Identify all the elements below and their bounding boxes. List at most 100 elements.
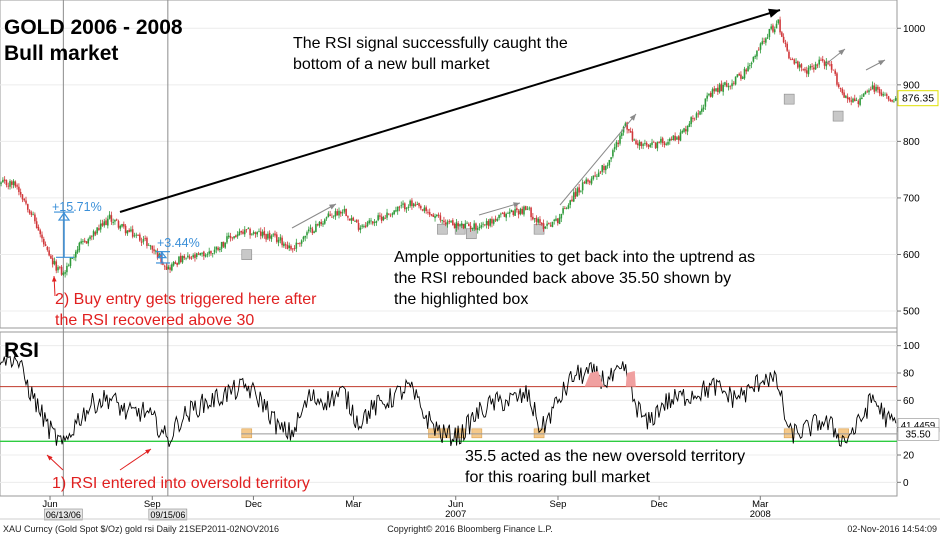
price-candle-body — [119, 225, 122, 229]
price-y-axis: 500 600 700 800 900 1000 — [897, 24, 926, 318]
price-candle-body — [62, 272, 65, 275]
price-candle-body — [795, 61, 797, 63]
price-candle-body — [676, 137, 678, 140]
price-candle-body — [261, 232, 264, 237]
price-y-tick-label: 500 — [903, 307, 920, 318]
price-candle-body — [601, 165, 604, 172]
price-candle-body — [137, 235, 139, 236]
price-candle-body — [418, 203, 420, 207]
price-candle-body — [242, 231, 244, 234]
price-candle-body — [725, 83, 728, 87]
price-candle-body — [238, 231, 241, 236]
new-oversold-note-line-2: for this roaring bull market — [465, 469, 651, 486]
price-candle-body — [549, 225, 552, 227]
price-candle-body — [773, 29, 776, 33]
price-candle-body — [195, 253, 198, 257]
top-note-line-2: bottom of a new bull market — [293, 56, 490, 73]
price-candle-body — [512, 210, 515, 216]
price-candle-body — [249, 228, 251, 236]
price-candle-body — [556, 218, 559, 224]
price-candle-body — [155, 250, 157, 252]
price-highlight-box — [832, 110, 844, 122]
price-candle-body — [75, 251, 77, 258]
price-candle-body — [135, 234, 138, 236]
price-candle-body — [350, 218, 353, 221]
price-candle-body — [457, 223, 459, 227]
price-candle-body — [540, 222, 543, 225]
price-candle-body — [30, 212, 33, 215]
price-candle-body — [612, 150, 614, 157]
annotation-shapes — [46, 8, 886, 471]
price-candle-body — [386, 212, 388, 218]
price-candle-body — [441, 220, 443, 221]
trend-arrow-head — [629, 114, 636, 121]
price-candle-body — [530, 207, 532, 218]
buy-note-line-1: 2) Buy entry gets triggered here after — [55, 291, 317, 308]
price-candle-body — [604, 165, 607, 171]
price-candle-body — [830, 63, 833, 70]
price-candle-body — [279, 237, 282, 241]
price-candle-body — [370, 220, 372, 222]
price-candle-body — [688, 123, 691, 127]
price-candle-body — [859, 98, 861, 105]
rsi-y-axis: 020406080100 — [897, 341, 920, 489]
price-candle-body — [396, 206, 399, 212]
price-candle-body — [528, 207, 531, 209]
gain-label-2: +3.44% — [157, 236, 200, 250]
price-candle-body — [423, 207, 426, 212]
price-candle-body — [581, 182, 584, 191]
price-candle-body — [384, 217, 387, 219]
price-candle-body — [167, 266, 170, 270]
price-candle-body — [140, 241, 143, 243]
footer-center: Copyright© 2016 Bloomberg Finance L.P. — [387, 524, 553, 534]
price-candle-body — [436, 214, 438, 217]
price-candle-body — [743, 68, 746, 79]
price-candle-body — [823, 61, 826, 66]
price-highlight-box — [465, 228, 477, 240]
uptrend-note-line-1: Ample opportunities to get back into the… — [394, 249, 755, 266]
price-candle-body — [462, 224, 465, 229]
price-candle-body — [192, 255, 194, 258]
price-candle-body — [514, 209, 516, 216]
price-candle-body — [235, 235, 237, 238]
price-candle-body — [580, 191, 582, 193]
price-candle-body — [361, 225, 363, 227]
price-candle-body — [535, 217, 538, 222]
price-candle-body — [121, 224, 123, 227]
price-candle-body — [304, 235, 307, 238]
price-y-tick-label: 900 — [903, 80, 920, 91]
price-candle-body — [28, 210, 31, 214]
price-candle-body — [149, 245, 152, 247]
price-candle-body — [389, 215, 392, 217]
price-candle-body — [501, 213, 504, 215]
price-candle-body — [756, 50, 758, 57]
price-candle-body — [245, 229, 248, 230]
price-candle-body — [338, 210, 340, 216]
price-candle-body — [425, 207, 427, 211]
price-candle-body — [459, 225, 461, 227]
date-box — [44, 508, 83, 521]
oversold-note: 1) RSI entered into oversold territory — [52, 475, 310, 492]
price-candle-body — [542, 223, 545, 230]
price-candle-body — [782, 36, 785, 43]
oversold-arrow-2-head — [145, 449, 151, 455]
price-candle-body — [341, 212, 344, 214]
price-candle-body — [32, 214, 34, 216]
price-candle-body — [853, 98, 856, 102]
price-candle-body — [439, 215, 442, 221]
price-candle-body — [9, 181, 11, 187]
price-candle-body — [704, 98, 707, 107]
price-candle-body — [592, 175, 595, 179]
price-candle-body — [25, 200, 27, 204]
price-candle-body — [373, 222, 376, 223]
price-candle-body — [313, 231, 315, 233]
price-candle-body — [893, 101, 895, 103]
price-candle-body — [469, 225, 472, 230]
price-candle-body — [327, 213, 330, 218]
price-candle-body — [562, 208, 564, 214]
price-candle-body — [473, 223, 475, 229]
price-candle-body — [227, 235, 230, 238]
price-candle-body — [649, 144, 652, 147]
price-candle-body — [644, 142, 646, 144]
price-candle-body — [489, 218, 491, 226]
